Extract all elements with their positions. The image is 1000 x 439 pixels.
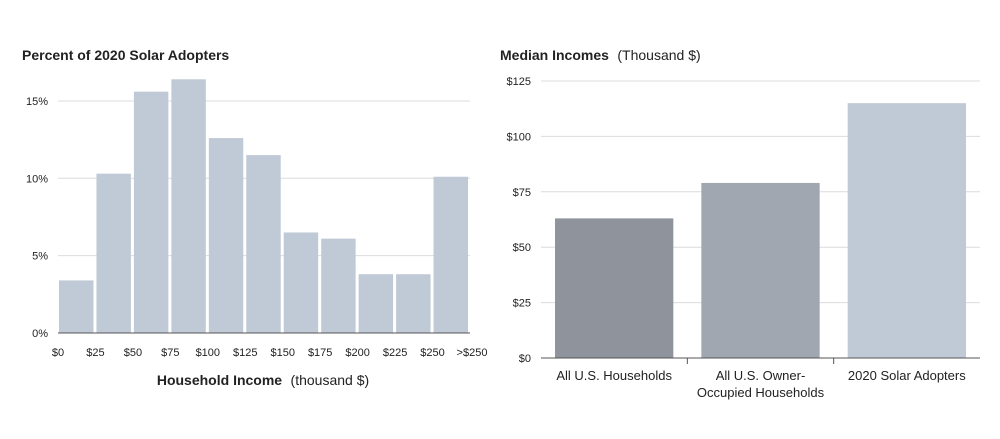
histogram-x-tick-label: $100 <box>196 347 220 359</box>
histogram-bar <box>96 173 131 333</box>
histogram-x-tick-label: $225 <box>383 347 407 359</box>
median-incomes-category-label: 2020 Solar Adopters <box>848 368 966 383</box>
median-incomes-y-tick-label: $75 <box>513 187 531 199</box>
median-incomes-y-tick-label: $25 <box>513 298 531 310</box>
histogram-y-tick-labels: 0% 5% 10% 15% <box>26 96 48 340</box>
median-incomes-title: Median Incomes <box>500 47 609 63</box>
histogram-bar <box>358 274 394 333</box>
histogram-x-tick-label: $175 <box>308 347 332 359</box>
median-incomes-bar <box>847 103 966 358</box>
histogram-bar <box>208 138 244 333</box>
median-incomes-bars <box>555 103 966 358</box>
histogram-bar <box>396 274 431 333</box>
histogram-x-tick-label: $25 <box>86 347 104 359</box>
histogram-y-tick-label: 10% <box>26 173 48 185</box>
histogram-y-tick-label: 15% <box>26 96 48 108</box>
median-incomes-category-label: All U.S. Owner- <box>716 368 806 383</box>
histogram-x-axis-label: Household Income (thousand $) <box>157 372 369 389</box>
histogram-x-tick-labels: $0 $25 $50 $75 $100 $125 $150 $175 $200 $225 $250 >… <box>52 347 488 359</box>
histogram-x-axis-title: Household Income <box>157 372 282 388</box>
median-incomes-bar <box>555 218 674 358</box>
histogram-bars <box>59 79 468 334</box>
histogram-x-tick-label: $150 <box>270 347 294 359</box>
median-incomes-title-line: Median Incomes (Thousand $) <box>500 47 701 64</box>
median-incomes-category-labels: All U.S. Households All U.S. Owner- Occupi… <box>556 358 966 400</box>
histogram-x-tick-label: $50 <box>124 347 142 359</box>
histogram-x-tick-label: $0 <box>52 347 64 359</box>
histogram-y-tick-label: 5% <box>32 251 48 263</box>
median-incomes-y-tick-label: $0 <box>519 353 531 365</box>
median-incomes-y-tick-label: $125 <box>507 76 531 88</box>
median-incomes-y-tick-label: $50 <box>513 242 531 254</box>
histogram-bar <box>433 176 468 333</box>
median-incomes-bar <box>701 182 820 358</box>
histogram-x-tick-label: >$250 <box>457 347 488 359</box>
histogram-solar-adopters: Percent of 2020 Solar Adopters 0% 5% 10% 15… <box>22 47 488 389</box>
median-incomes-title-unit: (Thousand $) <box>617 47 700 63</box>
median-incomes-y-tick-labels: $0 $25 $50 $75 $100 $125 <box>507 76 531 365</box>
histogram-bar <box>283 232 319 333</box>
median-incomes-chart: Median Incomes (Thousand $) $0$25$50$75$… <box>500 47 980 400</box>
histogram-bar <box>246 155 281 333</box>
histogram-y-tick-label: 0% <box>32 328 48 340</box>
histogram-x-tick-label: $125 <box>233 347 257 359</box>
histogram-x-axis-unit: (thousand $) <box>291 372 370 388</box>
histogram-x-tick-label: $75 <box>161 347 179 359</box>
histogram-bar <box>171 79 206 334</box>
histogram-bar <box>133 91 169 334</box>
median-incomes-category-label: All U.S. Households <box>556 368 672 383</box>
median-incomes-y-tick-label: $100 <box>507 131 531 143</box>
histogram-bar <box>59 280 94 333</box>
histogram-bar <box>321 238 356 333</box>
median-incomes-category-label: Occupied Households <box>697 385 825 400</box>
histogram-x-tick-label: $250 <box>420 347 444 359</box>
histogram-title: Percent of 2020 Solar Adopters <box>22 47 229 63</box>
histogram-x-tick-label: $200 <box>345 347 369 359</box>
